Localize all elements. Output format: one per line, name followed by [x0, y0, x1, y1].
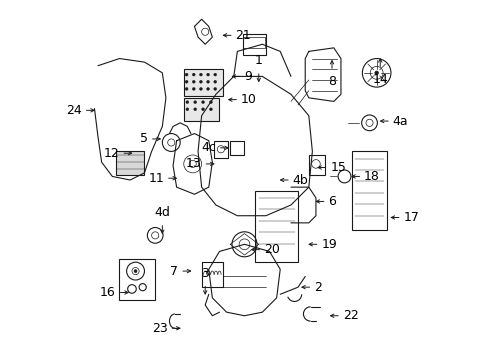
- Circle shape: [193, 108, 196, 111]
- Text: 5: 5: [140, 132, 148, 145]
- Text: 4a: 4a: [392, 114, 407, 127]
- Text: 4d: 4d: [154, 206, 170, 219]
- Bar: [308, 155, 324, 175]
- Bar: [242, 33, 265, 55]
- Circle shape: [206, 73, 209, 76]
- Text: 22: 22: [342, 309, 358, 322]
- Bar: [183, 69, 223, 96]
- Text: 13: 13: [185, 157, 201, 170]
- Text: 20: 20: [264, 243, 280, 256]
- Bar: [255, 191, 298, 262]
- Circle shape: [199, 73, 202, 76]
- Text: 23: 23: [152, 322, 167, 335]
- Circle shape: [199, 87, 202, 90]
- Circle shape: [134, 270, 137, 273]
- Text: 11: 11: [148, 172, 164, 185]
- Circle shape: [213, 80, 216, 83]
- Circle shape: [193, 101, 196, 104]
- Circle shape: [185, 87, 188, 90]
- Circle shape: [206, 87, 209, 90]
- Circle shape: [209, 101, 212, 104]
- Text: 8: 8: [327, 75, 335, 87]
- Circle shape: [192, 87, 195, 90]
- Text: 2: 2: [313, 281, 322, 294]
- Bar: [119, 258, 155, 300]
- Text: 6: 6: [328, 195, 336, 208]
- Text: 7: 7: [170, 265, 178, 278]
- Circle shape: [201, 108, 204, 111]
- Text: 17: 17: [403, 211, 419, 224]
- Circle shape: [192, 73, 195, 76]
- Text: 1: 1: [254, 54, 262, 67]
- Text: 3: 3: [201, 267, 209, 280]
- Text: 9: 9: [244, 70, 252, 83]
- Circle shape: [206, 80, 209, 83]
- Text: 4c: 4c: [201, 141, 216, 154]
- Circle shape: [374, 71, 378, 75]
- Text: 16: 16: [100, 286, 116, 299]
- Circle shape: [209, 108, 212, 111]
- Bar: [214, 141, 227, 158]
- Circle shape: [201, 101, 204, 104]
- Circle shape: [213, 73, 216, 76]
- Text: 10: 10: [241, 93, 256, 106]
- Circle shape: [185, 108, 188, 111]
- Text: 14: 14: [371, 73, 387, 86]
- Circle shape: [213, 87, 216, 90]
- Text: 19: 19: [321, 238, 336, 251]
- Text: 18: 18: [364, 170, 379, 183]
- Text: 15: 15: [329, 161, 346, 174]
- Circle shape: [185, 101, 188, 104]
- Text: 12: 12: [103, 147, 119, 160]
- Text: 4b: 4b: [292, 174, 308, 186]
- Bar: [351, 152, 386, 230]
- Circle shape: [192, 80, 195, 83]
- Bar: [116, 152, 144, 175]
- Text: 21: 21: [235, 29, 251, 42]
- Circle shape: [199, 80, 202, 83]
- Circle shape: [185, 80, 188, 83]
- Text: 24: 24: [66, 104, 82, 117]
- Bar: [183, 98, 219, 121]
- Circle shape: [185, 73, 188, 76]
- Bar: [243, 37, 264, 48]
